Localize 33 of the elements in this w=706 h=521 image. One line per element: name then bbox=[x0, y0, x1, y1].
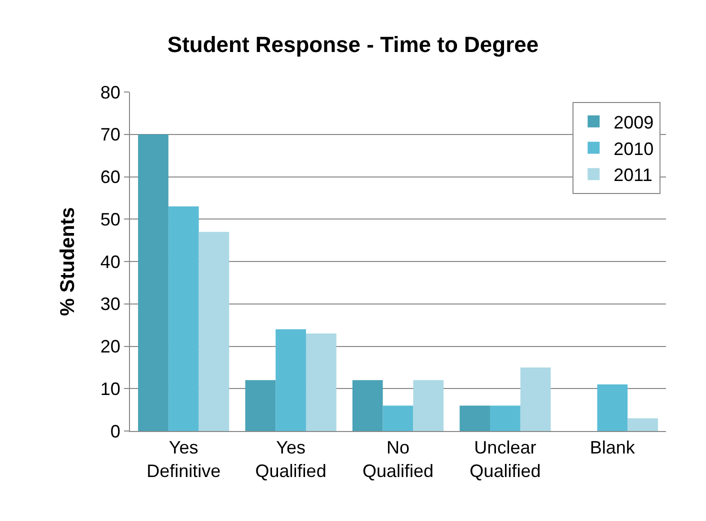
y-tick-label: 0 bbox=[110, 421, 120, 442]
bar bbox=[168, 206, 199, 431]
y-tick-label: 80 bbox=[100, 82, 120, 102]
bar bbox=[306, 334, 336, 431]
bar bbox=[245, 380, 276, 431]
x-tick-label: No Qualified bbox=[362, 438, 434, 481]
legend-label: 2009 bbox=[614, 112, 654, 132]
y-tick-label: 60 bbox=[100, 167, 120, 188]
bar bbox=[276, 329, 306, 431]
y-axis-title: % Students bbox=[56, 207, 79, 316]
y-tick-label: 50 bbox=[100, 209, 120, 230]
chart-title: Student Response - Time to Degree bbox=[167, 32, 539, 57]
x-tick-label: Yes Qualified bbox=[255, 438, 326, 481]
legend-label: 2011 bbox=[614, 165, 652, 186]
bar bbox=[597, 384, 628, 431]
y-tick-label: 10 bbox=[100, 378, 120, 399]
legend-label: 2010 bbox=[614, 138, 654, 159]
y-tick-label: 30 bbox=[100, 294, 120, 314]
bar bbox=[413, 380, 444, 431]
x-tick-label: Blank bbox=[590, 438, 636, 458]
x-tick-label: Unclear Qualified bbox=[470, 438, 541, 481]
y-tick-label: 70 bbox=[100, 124, 120, 145]
y-tick-label: 40 bbox=[100, 252, 120, 272]
y-tick-label: 20 bbox=[100, 336, 120, 357]
bar bbox=[352, 380, 383, 431]
bar bbox=[490, 406, 520, 431]
bar bbox=[198, 232, 230, 431]
x-tick-label: Yes Definitive bbox=[146, 438, 221, 481]
bar bbox=[138, 134, 168, 431]
bar bbox=[382, 406, 414, 431]
bar bbox=[628, 418, 658, 431]
bar bbox=[460, 406, 490, 431]
bar bbox=[520, 367, 551, 431]
